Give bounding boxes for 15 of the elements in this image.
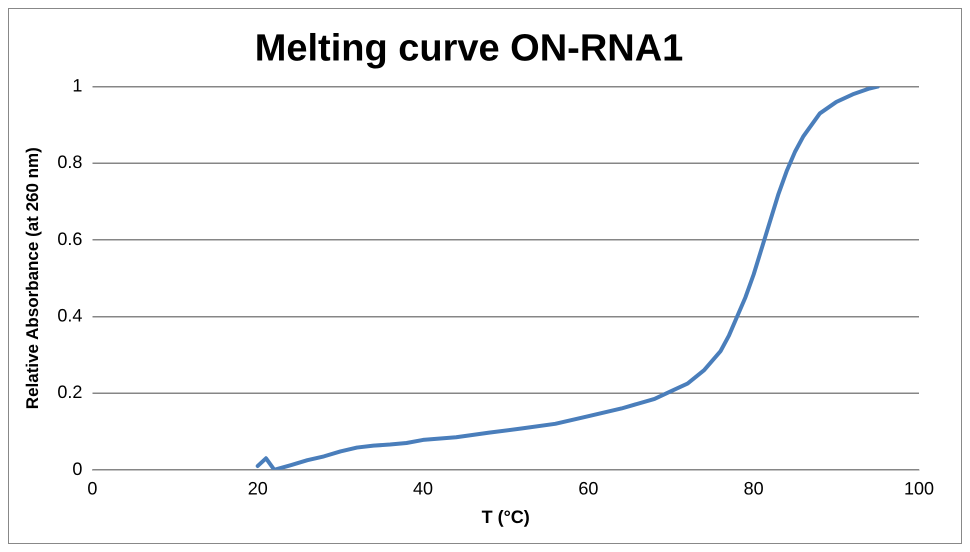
- y-axis-title: Relative Absorbance (at 260 nm): [22, 147, 42, 410]
- y-tick-label: 0.8: [57, 152, 82, 172]
- y-tick-label: 0: [72, 458, 82, 479]
- x-tick-label: 100: [904, 478, 934, 499]
- y-tick-label: 0.2: [57, 382, 82, 402]
- x-tick-label: 20: [248, 478, 268, 499]
- chart-title: Melting curve ON-RNA1: [254, 27, 684, 70]
- x-tick-label: 0: [87, 478, 98, 499]
- x-axis-title: T (°C): [482, 507, 530, 528]
- x-tick-label: 60: [578, 478, 598, 499]
- y-tick-label: 0.4: [57, 305, 82, 326]
- y-tick-label: 0.6: [57, 228, 82, 249]
- x-tick-label: 80: [744, 478, 764, 499]
- x-tick-label: 40: [413, 478, 434, 499]
- y-tick-label: 1: [72, 76, 82, 96]
